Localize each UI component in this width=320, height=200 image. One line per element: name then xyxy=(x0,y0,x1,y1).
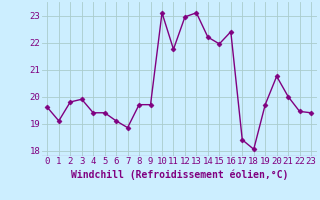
X-axis label: Windchill (Refroidissement éolien,°C): Windchill (Refroidissement éolien,°C) xyxy=(70,169,288,180)
